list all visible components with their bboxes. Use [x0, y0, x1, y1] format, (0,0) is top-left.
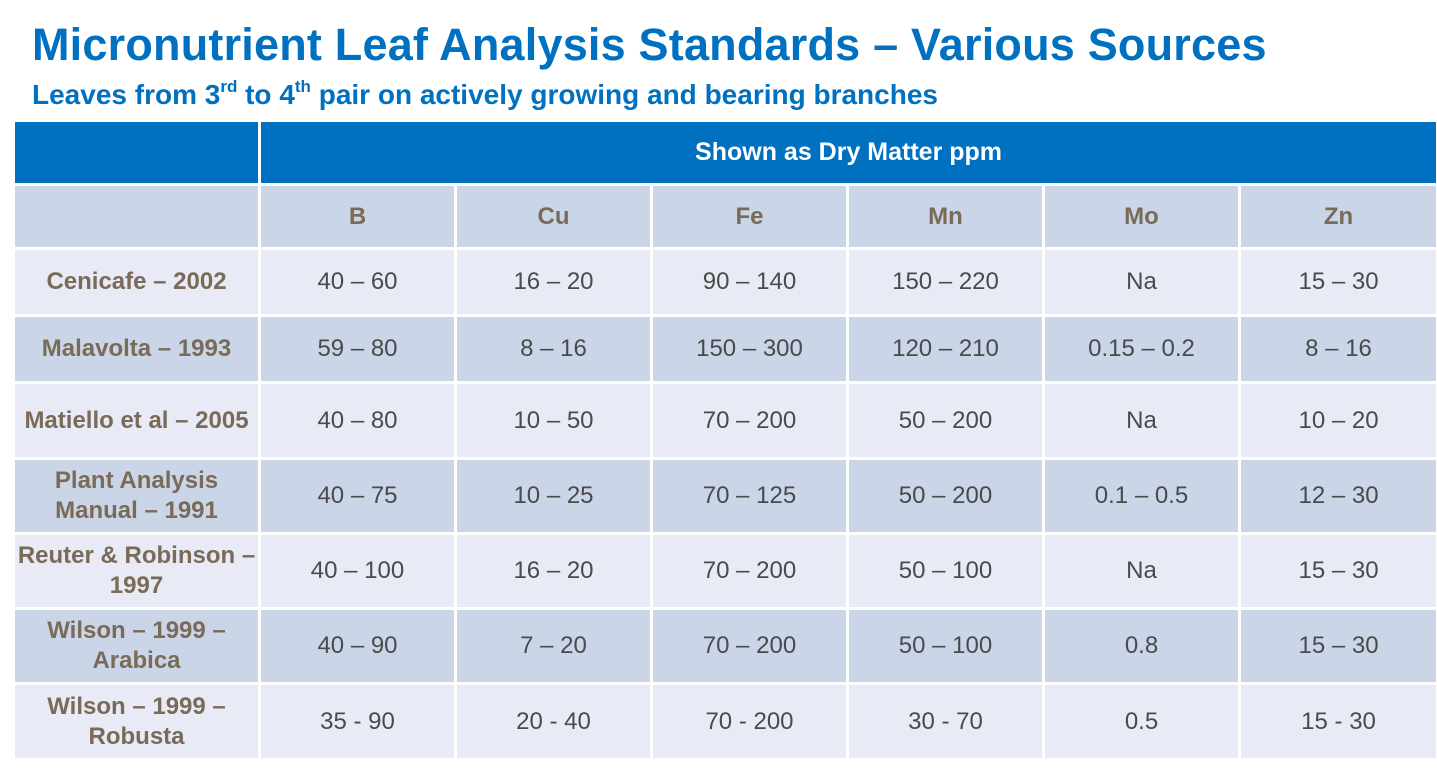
value-cell: 0.5 [1042, 682, 1241, 761]
value-cell: 40 – 75 [258, 457, 457, 535]
value-cell: 16 – 20 [454, 247, 653, 317]
row-source-cell: Wilson – 1999 – Arabica [12, 607, 261, 685]
table-row: Wilson – 1999 – Arabica 40 – 90 7 – 20 7… [12, 607, 1437, 685]
value-cell: 70 - 200 [650, 682, 849, 761]
value-cell: 40 – 60 [258, 247, 457, 317]
value-cell: 50 – 100 [846, 532, 1045, 610]
value-cell: Na [1042, 381, 1241, 460]
value-cell: 15 – 30 [1237, 247, 1437, 317]
value-cell: 15 - 30 [1237, 682, 1437, 761]
value-cell: 70 – 125 [650, 457, 849, 535]
table-row: Plant Analysis Manual – 1991 40 – 75 10 … [12, 457, 1437, 535]
value-cell: 59 – 80 [258, 314, 457, 384]
value-cell: 70 – 200 [650, 381, 849, 460]
row-source-cell: Matiello et al – 2005 [12, 381, 261, 460]
value-cell: 40 – 100 [258, 532, 457, 610]
standards-table: Shown as Dry Matter ppm B Cu Fe Mn Mo Zn… [12, 119, 1437, 761]
group-header-cell: Shown as Dry Matter ppm [257, 119, 1437, 186]
group-header-row: Shown as Dry Matter ppm [12, 119, 1437, 186]
value-cell: 35 - 90 [258, 682, 457, 761]
subtitle-part-2: to 4 [237, 79, 295, 110]
value-cell: 70 – 200 [650, 607, 849, 685]
value-cell: 12 – 30 [1237, 457, 1437, 535]
value-cell: 0.1 – 0.5 [1042, 457, 1241, 535]
value-cell: Na [1042, 247, 1241, 317]
page-title: Micronutrient Leaf Analysis Standards – … [32, 19, 1267, 70]
table-row: Cenicafe – 2002 40 – 60 16 – 20 90 – 140… [12, 247, 1437, 317]
column-header-b: B [258, 183, 457, 250]
value-cell: 150 – 220 [846, 247, 1045, 317]
value-cell: 90 – 140 [650, 247, 849, 317]
value-cell: 16 – 20 [454, 532, 653, 610]
value-cell: 10 – 50 [454, 381, 653, 460]
column-header-source [12, 183, 261, 250]
subtitle-part-1: Leaves from 3 [32, 79, 221, 110]
column-header-mn: Mn [846, 183, 1045, 250]
value-cell: Na [1042, 532, 1241, 610]
value-cell: 50 – 100 [846, 607, 1045, 685]
table-row: Matiello et al – 2005 40 – 80 10 – 50 70… [12, 381, 1437, 460]
value-cell: 40 – 90 [258, 607, 457, 685]
value-cell: 0.8 [1042, 607, 1241, 685]
value-cell: 30 - 70 [846, 682, 1045, 761]
group-header-blank-cell [12, 119, 261, 186]
table-row: Malavolta – 1993 59 – 80 8 – 16 150 – 30… [12, 314, 1437, 384]
subtitle-superscript-2: th [294, 76, 311, 96]
subtitle-part-3: pair on actively growing and bearing bra… [310, 79, 938, 110]
row-source-cell: Wilson – 1999 – Robusta [12, 682, 261, 761]
table-row: Reuter & Robinson – 1997 40 – 100 16 – 2… [12, 532, 1437, 610]
row-source-cell: Cenicafe – 2002 [12, 247, 261, 317]
value-cell: 10 – 20 [1237, 381, 1437, 460]
column-header-row: B Cu Fe Mn Mo Zn [12, 183, 1437, 250]
row-source-cell: Plant Analysis Manual – 1991 [12, 457, 261, 535]
row-source-cell: Reuter & Robinson – 1997 [12, 532, 261, 610]
row-source-cell: Malavolta – 1993 [12, 314, 261, 384]
value-cell: 10 – 25 [454, 457, 653, 535]
column-header-mo: Mo [1042, 183, 1241, 250]
value-cell: 40 – 80 [258, 381, 457, 460]
value-cell: 15 – 30 [1237, 607, 1437, 685]
value-cell: 120 – 210 [846, 314, 1045, 384]
value-cell: 50 – 200 [846, 381, 1045, 460]
subtitle-superscript-1: rd [220, 76, 238, 96]
value-cell: 15 – 30 [1237, 532, 1437, 610]
table-row: Wilson – 1999 – Robusta 35 - 90 20 - 40 … [12, 682, 1437, 761]
value-cell: 8 – 16 [454, 314, 653, 384]
column-header-fe: Fe [650, 183, 849, 250]
value-cell: 20 - 40 [454, 682, 653, 761]
value-cell: 50 – 200 [846, 457, 1045, 535]
column-header-zn: Zn [1237, 183, 1437, 250]
value-cell: 70 – 200 [650, 532, 849, 610]
value-cell: 150 – 300 [650, 314, 849, 384]
value-cell: 7 – 20 [454, 607, 653, 685]
value-cell: 0.15 – 0.2 [1042, 314, 1241, 384]
page-subtitle: Leaves from 3rd to 4th pair on actively … [32, 78, 938, 112]
value-cell: 8 – 16 [1237, 314, 1437, 384]
column-header-cu: Cu [454, 183, 653, 250]
